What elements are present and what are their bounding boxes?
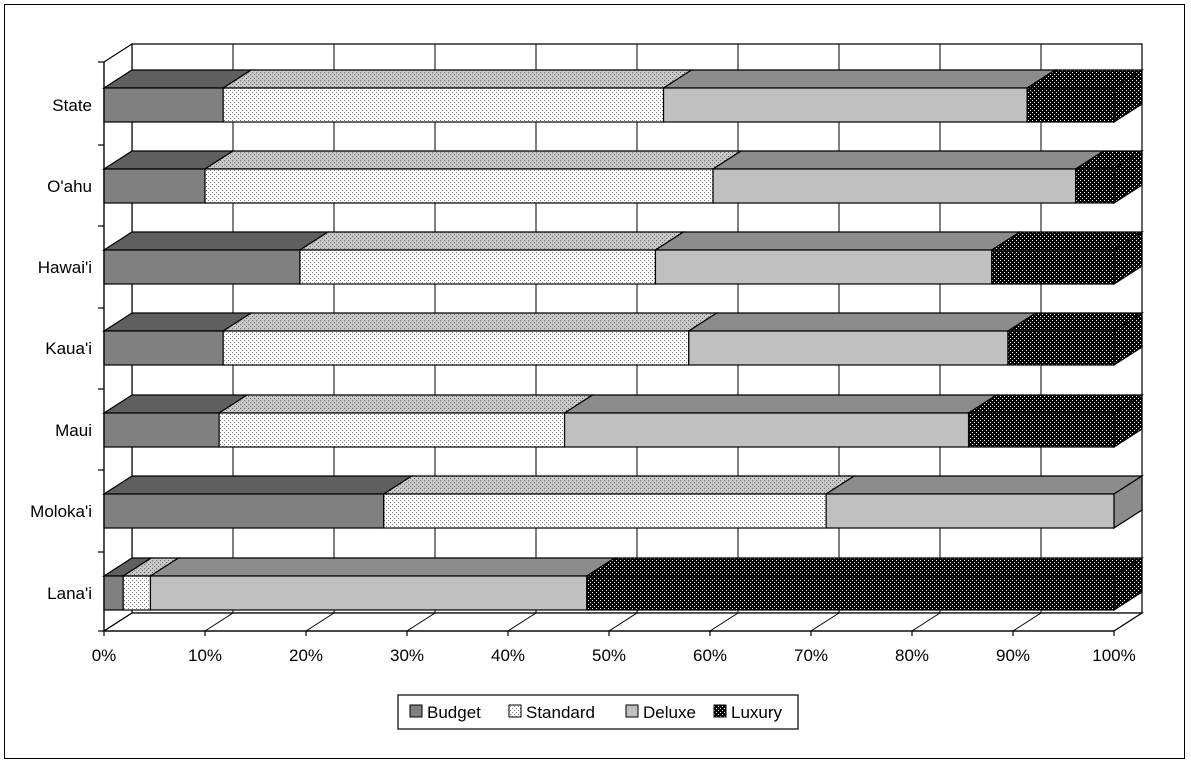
bar-top-luxury [584,557,1145,577]
bar-budget [103,412,220,448]
bar-top-deluxe [824,475,1145,495]
legend-label-deluxe: Deluxe [643,703,696,722]
floor-gridline [204,612,234,632]
category-label: State [52,96,92,115]
x-tick-label: 60% [693,646,727,665]
bar-budget [103,87,224,123]
bar-top-deluxe [562,394,999,414]
bar-top-deluxe [653,231,1022,251]
bar-budget [103,249,301,285]
bar-deluxe [149,575,588,611]
x-tick-labels: 0% 10% 20% 30% 40% 50% 60% 70% 80% 90% 100% [92,646,1136,665]
bar-top-standard [221,69,694,89]
x-tick-label: 50% [592,646,626,665]
bar-budget [103,330,224,366]
bar-top-luxury [966,394,1145,414]
floor-gridline [103,612,133,632]
bar-top-standard [297,231,686,251]
floor-gridline [608,612,638,632]
bar-top-deluxe [661,69,1058,89]
bar-budget [103,575,124,611]
bar-deluxe [654,249,993,285]
bar-standard [204,168,714,204]
bar-series [101,68,1145,612]
floor-gridline [1012,612,1042,632]
x-tick-label: 30% [390,646,424,665]
bar-top-deluxe [710,150,1106,170]
x-tick-label: 70% [794,646,828,665]
bar-luxury [967,412,1115,448]
bar-deluxe [662,87,1028,123]
bar-luxury [586,575,1115,611]
floor-gridline [810,612,840,632]
bar-deluxe [688,330,1009,366]
bar-top-standard [202,150,744,170]
bar-luxury [1026,87,1115,123]
category-labels: State O'ahu Hawai'i Kaua'i Maui Moloka'i Lana'… [30,96,92,603]
bar-deluxe [712,168,1077,204]
floor-gridline [1113,612,1143,632]
bar-standard [218,412,566,448]
x-tick-label: 100% [1092,646,1135,665]
bar-standard [299,249,657,285]
bar-top-budget [101,231,330,251]
legend-swatch-budget [409,704,423,718]
category-label: Maui [55,421,92,440]
legend-label-standard: Standard [526,703,595,722]
legend: Budget Standard Deluxe Luxury [397,694,799,730]
category-label: Moloka'i [30,502,92,521]
legend-swatch-standard [508,704,522,718]
axes [98,61,1115,636]
bar-top-standard [381,475,857,495]
floor-gridline [911,612,941,632]
bar-luxury [991,249,1115,285]
x-tick-label: 40% [491,646,525,665]
floor-gridline [709,612,739,632]
category-label: Hawai'i [38,258,92,277]
floor-gridline [507,612,537,632]
bar-budget [103,493,385,529]
x-tick-label: 90% [996,646,1030,665]
floor-gridline [406,612,436,632]
bar-top-standard [217,394,595,414]
bar-budget [103,168,206,204]
bar-luxury [1075,168,1115,204]
category-label: Kaua'i [45,339,92,358]
bar-top-deluxe [686,312,1038,332]
bar-top-standard [221,312,719,332]
bar-top-budget [101,475,414,495]
legend-swatch-deluxe [625,704,639,718]
legend-swatch-luxury [713,704,727,718]
bar-luxury [1007,330,1115,366]
legend-label-budget: Budget [427,703,481,722]
category-label: Lana'i [47,584,92,603]
floor-gridline [305,612,335,632]
bar-standard [222,87,665,123]
x-tick-label: 0% [92,646,117,665]
legend-label-luxury: Luxury [731,703,783,722]
bar-deluxe [825,493,1115,529]
category-label: O'ahu [47,177,92,196]
bar-standard [122,575,152,611]
x-tick-label: 80% [895,646,929,665]
legend-box [397,694,799,730]
bar-standard [222,330,690,366]
bar-deluxe [563,412,970,448]
x-tick-label: 10% [188,646,222,665]
bar-top-deluxe [148,557,617,577]
bar-standard [383,493,827,529]
x-tick-label: 20% [289,646,323,665]
